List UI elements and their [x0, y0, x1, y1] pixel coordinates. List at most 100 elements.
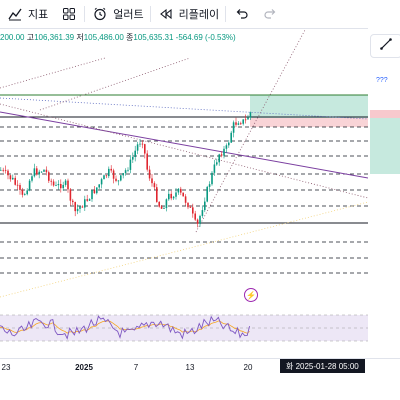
crosshair-date-badge: 화 2025-01-28 05:00: [280, 359, 365, 373]
trend-line[interactable]: [39, 57, 191, 111]
candle-body: [93, 190, 96, 194]
candle-body: [21, 189, 24, 195]
ohlc-open: 200.00: [0, 33, 25, 42]
time-label: 20: [243, 363, 253, 372]
candle-body: [151, 178, 153, 184]
time-label: 7: [133, 363, 139, 372]
candle-body: [72, 200, 74, 203]
candle-body: [55, 185, 57, 186]
candle-body: [194, 213, 196, 220]
candle-body: [52, 181, 55, 186]
trend-line[interactable]: [0, 103, 368, 199]
candle-body: [4, 169, 7, 171]
candle-body: [168, 193, 170, 200]
time-label: 23: [1, 363, 11, 372]
toolbar-divider: [84, 6, 86, 22]
ohlc-high-prefix: 고: [26, 33, 35, 42]
lightning-icon[interactable]: ⚡: [244, 288, 258, 302]
profit-extension: [370, 118, 400, 174]
candle-body: [40, 171, 43, 173]
candle-body: [50, 180, 52, 182]
candle-body: [115, 178, 117, 181]
candle-body: [170, 193, 172, 199]
unknown-price-label: ???: [376, 77, 388, 84]
candle-body: [206, 186, 208, 202]
alerts-button[interactable]: 얼러트: [85, 0, 149, 28]
candle-body: [28, 180, 31, 191]
candle-body: [163, 208, 165, 209]
candle-body: [19, 185, 21, 190]
undo-icon: [232, 5, 250, 23]
candle-body: [218, 154, 220, 163]
candle-body: [91, 190, 93, 200]
candle-body: [249, 112, 252, 118]
candle-body: [0, 169, 2, 171]
candle-body: [45, 169, 48, 173]
candle-body: [158, 201, 160, 207]
replay-label: 리플레이: [178, 9, 220, 21]
candle-body: [134, 150, 136, 157]
loss-extension: [370, 110, 400, 118]
candle-body: [230, 132, 232, 143]
candle-body: [139, 143, 141, 145]
candle-body: [244, 119, 247, 121]
candle-body: [16, 184, 19, 186]
candle-body: [120, 175, 122, 181]
candle-body: [204, 201, 206, 211]
candle-body: [160, 206, 163, 209]
long-position-extension[interactable]: [368, 110, 400, 180]
trend-line[interactable]: [195, 29, 306, 233]
trend-line[interactable]: [0, 201, 368, 298]
indicators-button[interactable]: 지표: [0, 0, 54, 28]
candle-body: [69, 189, 72, 201]
top-toolbar: 지표 얼러트 리플레이: [0, 0, 400, 29]
candle-body: [60, 184, 62, 189]
time-label: 13: [185, 363, 195, 372]
candle-body: [67, 180, 69, 190]
candle-body: [48, 172, 50, 181]
candle-body: [117, 180, 120, 182]
candle-body: [141, 143, 144, 145]
candle-body: [235, 122, 237, 125]
candle-body: [33, 168, 36, 177]
candle-body: [232, 122, 235, 133]
rsi-line: [0, 315, 251, 340]
candle-body: [26, 190, 28, 195]
candle-body: [127, 169, 129, 171]
candle-body: [132, 156, 134, 160]
chart-line-icon: [6, 5, 24, 23]
candle-body: [247, 117, 249, 120]
trendline-tool-button[interactable]: [370, 34, 400, 58]
toolbar-divider: [225, 6, 227, 22]
candle-body: [208, 184, 211, 187]
trend-line[interactable]: [0, 57, 106, 89]
candle-body: [196, 219, 199, 224]
candle-body: [62, 184, 64, 189]
candle-body: [76, 208, 79, 212]
candle-body: [146, 153, 148, 170]
long-position-loss-zone[interactable]: [250, 118, 368, 127]
long-position-profit-zone[interactable]: [250, 95, 368, 118]
candle-body: [38, 171, 40, 175]
ohlc-close: 105,635.31: [133, 33, 174, 42]
redo-button[interactable]: [256, 0, 286, 28]
layouts-button[interactable]: [54, 0, 84, 28]
candle-body: [2, 169, 4, 171]
candle-body: [31, 176, 33, 181]
redo-icon: [262, 5, 280, 23]
undo-button[interactable]: [226, 0, 256, 28]
candle-body: [182, 192, 184, 197]
candle-body: [100, 179, 103, 185]
trend-line[interactable]: [0, 111, 368, 179]
candle-body: [112, 170, 115, 179]
time-label: 2025: [75, 363, 93, 372]
candle-body: [108, 168, 110, 177]
chart-canvas[interactable]: [0, 28, 368, 358]
candle-body: [180, 188, 182, 193]
candle-body: [242, 119, 244, 124]
candle-body: [122, 173, 124, 176]
candle-series: [0, 111, 252, 228]
bottom-area: [0, 374, 400, 400]
candle-body: [64, 180, 67, 185]
replay-button[interactable]: 리플레이: [151, 0, 225, 28]
